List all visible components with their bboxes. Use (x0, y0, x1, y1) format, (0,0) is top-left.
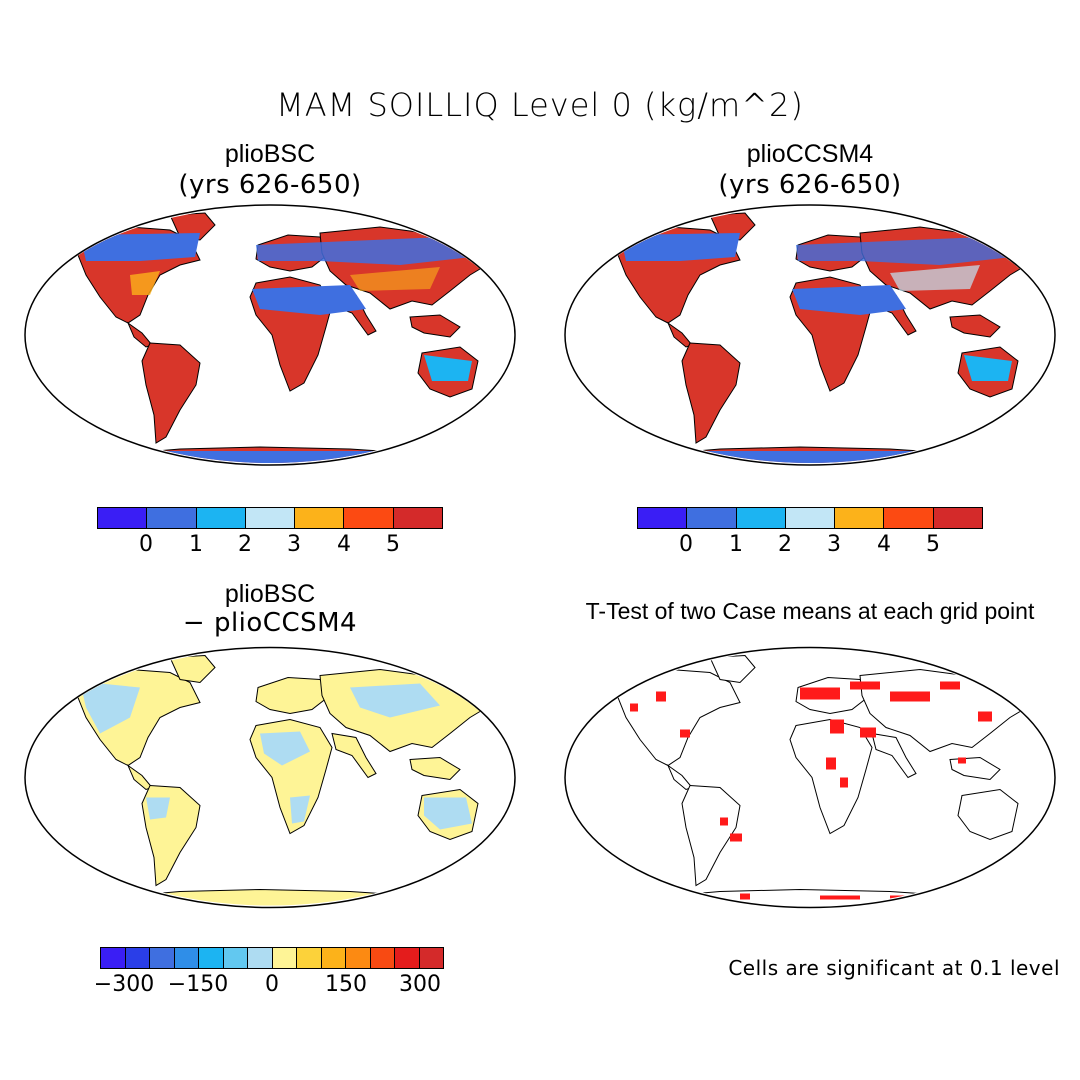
colorbar-cell (346, 948, 371, 968)
significant-cells (630, 681, 992, 900)
map-plioCCSM4 (564, 204, 1056, 466)
panel-subtitle-top-right: (yrs 626-650) (718, 170, 902, 200)
colorbar-cell (344, 508, 394, 528)
tick-label: 2 (778, 532, 792, 557)
tick-label: 3 (287, 532, 301, 557)
colorbar-diff (100, 947, 444, 969)
colorbar-cell (933, 508, 982, 528)
colorbar-cell (199, 948, 224, 968)
colorbar-cell (419, 948, 443, 968)
tick-label: 0 (139, 532, 153, 557)
colorbar-cell (248, 948, 273, 968)
significance-note: Cells are significant at 0.1 level (728, 956, 1060, 980)
panel-title-top-right: plioCCSM4 (746, 140, 874, 168)
colorbar-cell (147, 508, 197, 528)
map-plioBSC (24, 204, 516, 466)
colorbar-cell (638, 508, 688, 528)
colorbar-cell (297, 948, 322, 968)
colorbar-cell (101, 948, 126, 968)
panel-title-bottom-right: T-Test of two Case means at each grid po… (585, 598, 1035, 624)
colorbar-cell (174, 948, 199, 968)
tick-label: 0 (679, 532, 693, 557)
colorbar-cell (150, 948, 175, 968)
colorbar-cell (395, 948, 420, 968)
colorbar-cell (272, 948, 297, 968)
map-difference (24, 646, 516, 909)
tick-label: 3 (827, 532, 841, 557)
panel-subtitle-bottom-left: − plioCCSM4 (182, 608, 358, 638)
tick-label: −150 (167, 972, 229, 997)
panel-title-top-left: plioBSC (224, 140, 316, 168)
colorbar-cell (736, 508, 786, 528)
tick-label: 1 (729, 532, 743, 557)
colorbar-cell (884, 508, 934, 528)
tick-label: 150 (325, 972, 367, 997)
colorbar-abs-left-ticks: 0 1 2 3 4 5 (97, 532, 443, 562)
colorbar-cell (295, 508, 345, 528)
colorbar-diff-ticks: −300 −150 0 150 300 (94, 972, 444, 1002)
tick-label: 0 (265, 972, 279, 997)
tick-label: −300 (93, 972, 155, 997)
colorbar-cell (223, 948, 248, 968)
figure-title: MAM SOILLIQ Level 0 (kg/m^2) (276, 86, 804, 124)
tick-label: 1 (189, 532, 203, 557)
colorbar-cell (785, 508, 836, 528)
colorbar-abs-left (97, 507, 443, 529)
colorbar-abs-right (637, 507, 983, 529)
panel-subtitle-top-left: (yrs 626-650) (178, 170, 362, 200)
colorbar-abs-right-ticks: 0 1 2 3 4 5 (637, 532, 983, 562)
colorbar-cell (687, 508, 737, 528)
tick-label: 4 (337, 532, 351, 557)
map-ttest (564, 646, 1056, 909)
colorbar-cell (196, 508, 246, 528)
panel-title-bottom-left: plioBSC (224, 580, 316, 608)
tick-label: 2 (238, 532, 252, 557)
colorbar-cell (125, 948, 150, 968)
tick-label: 300 (399, 972, 441, 997)
colorbar-cell (835, 508, 885, 528)
colorbar-cell (370, 948, 395, 968)
colorbar-cell (245, 508, 296, 528)
colorbar-cell (321, 948, 346, 968)
tick-label: 5 (926, 532, 940, 557)
tick-label: 4 (877, 532, 891, 557)
colorbar-cell (98, 508, 148, 528)
colorbar-cell (393, 508, 442, 528)
tick-label: 5 (386, 532, 400, 557)
